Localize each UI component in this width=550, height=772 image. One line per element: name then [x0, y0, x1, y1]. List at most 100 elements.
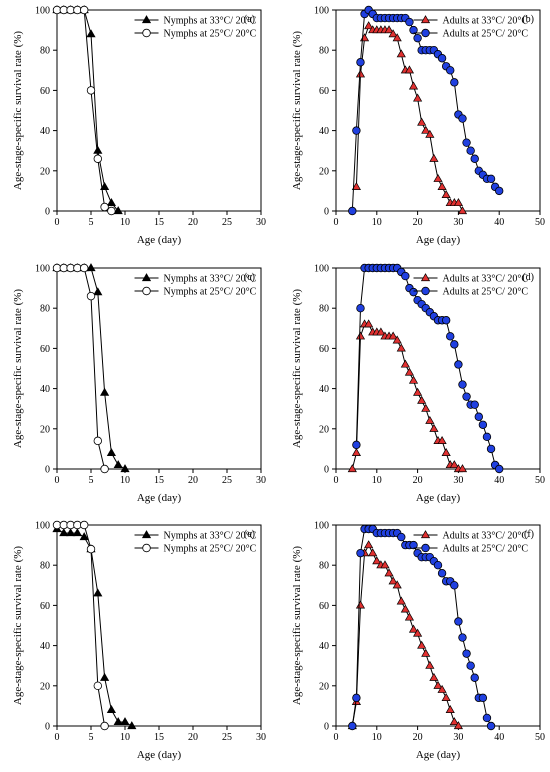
- legend-entry: Nymphs at 25°C/ 20°C: [164, 29, 257, 40]
- y-tick-label: 40: [319, 384, 329, 395]
- x-tick-label: 20: [188, 217, 198, 228]
- data-point: [437, 684, 447, 693]
- data-point: [106, 198, 116, 207]
- series-1: [52, 5, 123, 215]
- data-point: [347, 464, 357, 473]
- data-point: [417, 640, 427, 649]
- panel-label: (e): [244, 529, 255, 540]
- y-tick-label: 60: [40, 86, 50, 97]
- data-point: [450, 340, 459, 349]
- x-tick-label: 15: [154, 475, 164, 486]
- series-line: [355, 25, 463, 212]
- data-point: [400, 604, 410, 613]
- data-point: [348, 721, 357, 731]
- data-point: [429, 423, 439, 432]
- data-point: [409, 287, 418, 297]
- data-point: [113, 717, 123, 726]
- data-point: [466, 146, 475, 155]
- data-point: [462, 392, 471, 401]
- data-point: [348, 206, 357, 216]
- data-point: [93, 681, 102, 690]
- x-tick-label: 30: [453, 475, 463, 486]
- data-point: [356, 304, 365, 313]
- data-point: [458, 633, 467, 642]
- data-point: [356, 548, 365, 558]
- x-tick-label: 15: [154, 732, 164, 743]
- data-point: [113, 460, 123, 469]
- series-line: [57, 9, 119, 212]
- data-point: [486, 444, 496, 454]
- data-point: [413, 33, 422, 43]
- legend-entry: Adults at 25°C/ 20°C: [443, 544, 529, 555]
- data-point: [352, 126, 361, 135]
- series-1: [347, 540, 463, 730]
- data-point: [441, 692, 451, 701]
- legend-entry: Nymphs at 25°C/ 20°C: [164, 287, 257, 298]
- series-2: [52, 5, 116, 216]
- y-tick-label: 0: [324, 722, 329, 733]
- legend: Nymphs at 33°C/ 20°C Nymphs at 25°C/ 20°C: [134, 530, 257, 555]
- x-tick-label: 5: [89, 217, 94, 228]
- legend-entry: Adults at 33°C/ 20°C: [443, 274, 529, 285]
- x-tick-label: 40: [494, 217, 504, 228]
- x-axis-label: Age (day): [137, 234, 182, 246]
- plot-frame: [335, 524, 541, 727]
- y-tick-label: 100: [314, 264, 329, 275]
- data-point: [364, 540, 374, 549]
- data-point: [388, 576, 398, 585]
- data-point: [127, 721, 137, 730]
- series-2: [348, 5, 504, 216]
- data-point: [388, 331, 398, 340]
- data-point: [106, 448, 116, 456]
- data-point: [470, 400, 479, 409]
- data-point: [79, 520, 89, 530]
- legend-entry: Adults at 33°C/ 20°C: [443, 16, 529, 27]
- data-point: [409, 25, 418, 35]
- data-point: [425, 415, 435, 424]
- data-point: [405, 17, 414, 27]
- data-point: [441, 448, 451, 456]
- data-point: [417, 395, 427, 404]
- data-point: [450, 78, 459, 87]
- y-tick-label: 80: [319, 304, 329, 315]
- data-point: [433, 680, 443, 689]
- data-point: [72, 528, 82, 537]
- data-point: [100, 202, 109, 212]
- x-tick-label: 20: [413, 217, 423, 228]
- data-point: [93, 287, 103, 296]
- data-point: [408, 81, 419, 90]
- data-point: [437, 435, 447, 444]
- legend-entry: Nymphs at 33°C/ 20°C: [164, 274, 257, 285]
- data-point: [433, 561, 443, 570]
- data-point: [352, 693, 361, 703]
- y-tick-label: 80: [40, 304, 50, 315]
- data-point: [59, 528, 69, 537]
- data-point: [446, 66, 455, 75]
- x-tick-label: 0: [334, 732, 339, 743]
- data-point: [93, 154, 102, 163]
- y-tick-label: 0: [324, 465, 329, 476]
- data-point: [396, 343, 406, 352]
- series-1: [52, 524, 137, 730]
- series-line: [57, 524, 106, 727]
- y-tick-label: 20: [319, 166, 329, 177]
- y-tick-label: 100: [314, 521, 329, 532]
- data-point: [417, 117, 427, 126]
- x-tick-label: 10: [120, 732, 130, 743]
- legend: Adults at 33°C/ 20°C Adults at 25°C/ 20°C: [413, 273, 529, 298]
- data-point: [437, 569, 447, 578]
- panel-label: (b): [522, 14, 534, 25]
- plot-frame: [56, 9, 262, 212]
- data-point: [454, 617, 463, 626]
- plot-frame: [56, 524, 262, 727]
- y-axis-label: Age-stage-specific survival rate (%): [12, 31, 24, 190]
- y-tick-label: 100: [314, 6, 329, 17]
- y-axis-label: Age-stage-specific survival rate (%): [12, 289, 24, 448]
- data-point: [474, 412, 483, 421]
- x-tick-label: 40: [494, 475, 504, 486]
- data-point: [470, 154, 479, 163]
- data-point: [364, 21, 374, 30]
- legend-entry: Adults at 33°C/ 20°C: [443, 531, 529, 542]
- legend-marker: [141, 15, 152, 24]
